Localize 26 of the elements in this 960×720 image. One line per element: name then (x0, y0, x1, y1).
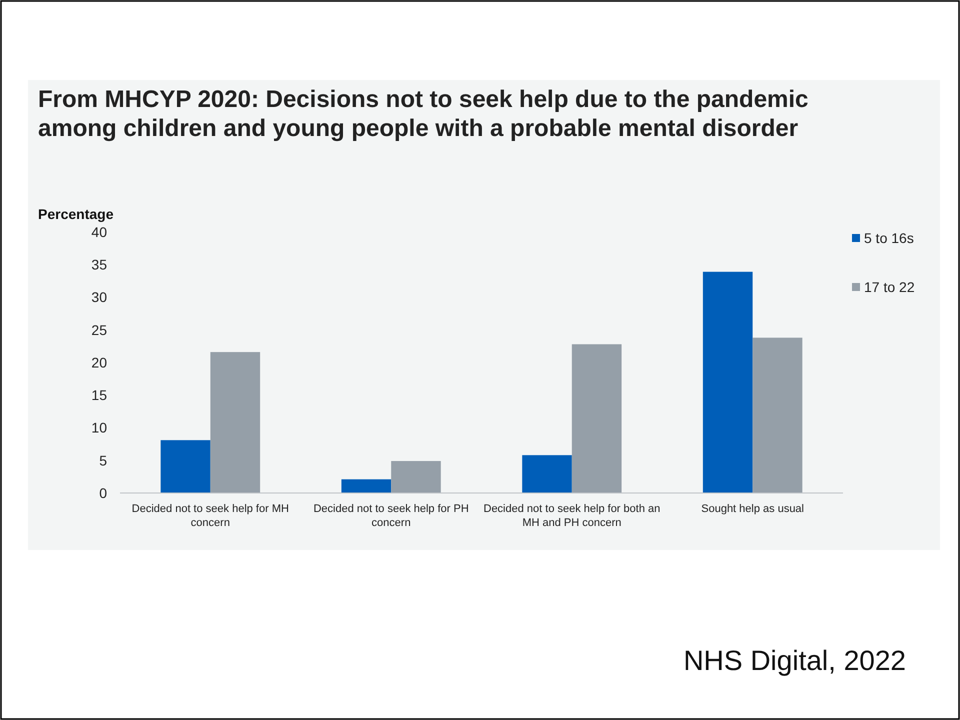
legend-label: 17 to 22 (864, 278, 915, 295)
y-tick-label: 35 (91, 256, 108, 273)
bar (572, 344, 622, 493)
y-axis-title: Percentage (38, 206, 114, 222)
x-tick-label: Decided not to seek help for both an MH and PH concern (484, 503, 660, 529)
x-tick-label: Decided not to seek help for MH concern (132, 503, 289, 529)
y-tick-label: 20 (91, 354, 108, 370)
chart-title: From MHCYP 2020: Decisions not to seek help due to the pandemic among children and young people with a probable mental disorder (38, 86, 808, 142)
bar (702, 272, 753, 493)
x-tick-label: Sought help as usual (701, 503, 804, 515)
y-tick-label: 5 (99, 452, 108, 468)
bar (522, 455, 572, 493)
y-tick-label: 25 (91, 322, 108, 338)
y-tick-label: 0 (99, 484, 108, 501)
bar (752, 338, 802, 493)
y-tick-label: 40 (91, 224, 108, 240)
y-tick-label: 10 (91, 420, 108, 436)
bar (341, 479, 392, 493)
bar (391, 461, 441, 493)
x-tick-label: Decided not to seek help for PH concern (313, 503, 469, 529)
legend-label: 5 to 16s (864, 230, 914, 246)
text: NHS Digital, 2022 (683, 645, 906, 676)
y-tick-label: 30 (91, 289, 108, 306)
y-tick-label: 15 (91, 387, 108, 404)
bar (160, 440, 210, 493)
bar (210, 352, 260, 493)
